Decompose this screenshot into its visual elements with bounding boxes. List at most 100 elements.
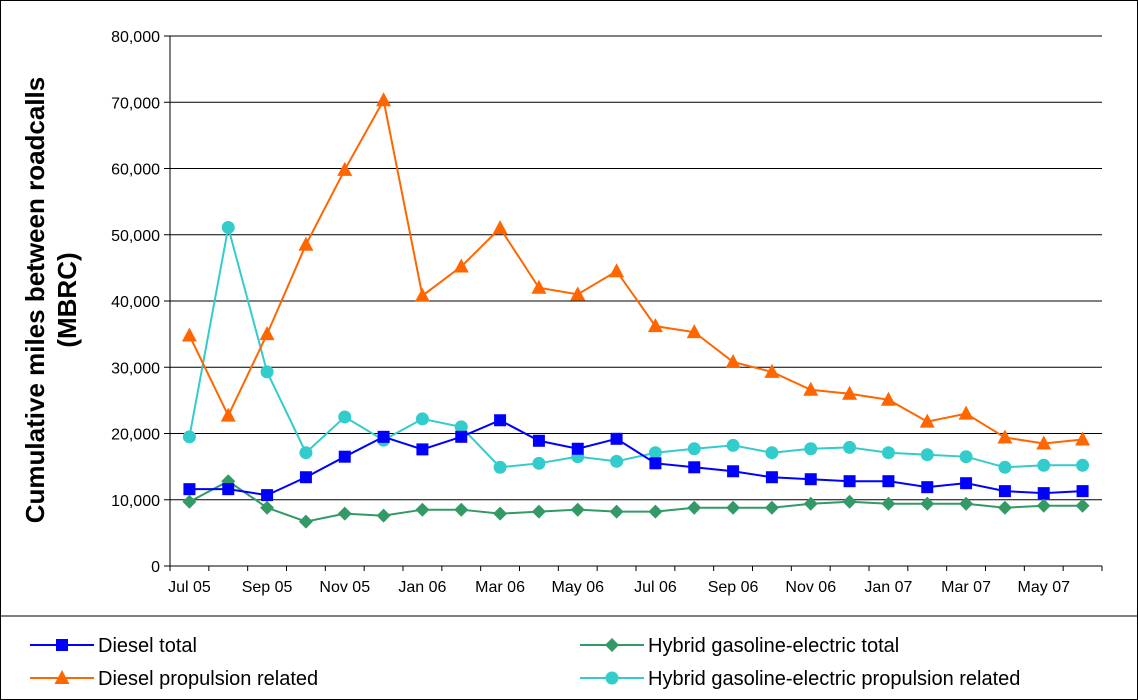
y-tick-label: 40,000	[111, 294, 160, 311]
data-point-triangle	[997, 429, 1013, 444]
data-point-diamond	[764, 500, 779, 515]
series-diesel-total	[183, 414, 1089, 502]
data-point-triangle	[1075, 431, 1091, 446]
legend-label: Diesel total	[98, 635, 197, 657]
y-tick-label: 50,000	[111, 228, 160, 245]
data-point-square	[688, 461, 701, 474]
data-point-square	[804, 473, 817, 486]
data-point-triangle	[609, 263, 625, 278]
data-point-square	[727, 465, 740, 478]
data-point-triangle	[181, 327, 197, 342]
legend-item: Hybrid gasoline-electric propulsion rela…	[580, 668, 1020, 690]
data-point-circle	[959, 450, 973, 464]
data-point-triangle	[414, 287, 430, 302]
legend-item: Diesel propulsion related	[30, 668, 318, 690]
data-point-square	[377, 430, 390, 443]
data-point-circle	[998, 460, 1012, 474]
data-point-square	[571, 442, 584, 455]
data-point-diamond	[803, 496, 818, 511]
data-point-diamond	[881, 496, 896, 511]
data-point-square	[532, 434, 545, 447]
data-point-square	[261, 489, 274, 502]
data-point-diamond	[298, 514, 313, 529]
data-point-diamond	[182, 494, 197, 509]
data-point-circle	[687, 442, 701, 456]
data-point-triangle	[220, 407, 236, 422]
data-point-circle	[648, 446, 662, 460]
series-hybrid-gasoline-electric-total	[182, 474, 1090, 529]
data-point-square	[921, 481, 934, 494]
data-point-diamond	[337, 506, 352, 521]
data-point-diamond	[920, 496, 935, 511]
data-point-square	[610, 432, 623, 445]
data-point-triangle	[54, 670, 70, 684]
y-axis-label-line-2: (MBRC)	[52, 252, 82, 347]
series-lines	[181, 92, 1091, 529]
data-point-triangle	[803, 381, 819, 396]
data-point-diamond	[260, 500, 275, 515]
data-point-circle	[1037, 458, 1051, 472]
data-point-diamond	[997, 500, 1012, 515]
data-point-diamond	[493, 506, 508, 521]
data-point-triangle	[919, 413, 935, 428]
data-point-circle	[260, 365, 274, 379]
data-point-diamond	[531, 504, 546, 519]
legend-label: Hybrid gasoline-electric propulsion rela…	[648, 668, 1020, 690]
data-point-diamond	[842, 494, 857, 509]
data-point-square	[1076, 485, 1089, 498]
data-point-diamond	[648, 504, 663, 519]
data-point-diamond	[609, 504, 624, 519]
data-point-diamond	[454, 502, 469, 517]
data-point-circle	[605, 671, 619, 685]
data-point-triangle	[1036, 435, 1052, 450]
y-tick-label: 10,000	[111, 493, 160, 510]
data-point-square	[183, 483, 196, 496]
data-point-triangle	[725, 353, 741, 368]
data-point-circle	[338, 410, 352, 424]
data-point-square	[1037, 487, 1050, 500]
data-point-diamond	[959, 496, 974, 511]
data-point-triangle	[842, 385, 858, 400]
data-point-triangle	[453, 258, 469, 273]
data-point-square	[843, 475, 856, 488]
y-tick-label: 20,000	[111, 427, 160, 444]
series-line	[189, 419, 1083, 497]
data-point-triangle	[647, 318, 663, 333]
data-point-triangle	[337, 161, 353, 176]
x-tick-label: Jan 06	[398, 579, 446, 596]
y-tick-label: 60,000	[111, 162, 160, 179]
data-point-square	[416, 443, 429, 456]
data-point-circle	[1076, 458, 1090, 472]
data-point-diamond	[1075, 498, 1090, 513]
data-point-square	[455, 430, 468, 443]
axes: 0 10,000 20,000 30,000 40,000 50,000 60,000 70,…	[111, 29, 1103, 596]
x-tick-label: Jul 05	[168, 579, 211, 596]
data-point-square	[960, 477, 973, 490]
data-point-diamond	[726, 500, 741, 515]
x-tick-label: May 07	[1018, 579, 1071, 596]
data-point-circle	[920, 448, 934, 462]
data-point-circle	[493, 460, 507, 474]
data-point-triangle	[880, 391, 896, 406]
data-point-triangle	[570, 286, 586, 301]
data-point-diamond	[570, 502, 585, 517]
data-point-circle	[881, 446, 895, 460]
data-point-diamond	[415, 502, 430, 517]
x-tick-label: Nov 05	[319, 579, 370, 596]
x-tick-label: Nov 06	[785, 579, 836, 596]
data-point-triangle	[686, 324, 702, 339]
y-tick-label: 70,000	[111, 95, 160, 112]
data-point-square	[56, 639, 68, 651]
data-point-square	[649, 457, 662, 470]
data-point-triangle	[531, 279, 547, 294]
data-point-circle	[765, 446, 779, 460]
data-point-square	[222, 483, 235, 496]
legend: Diesel total Hybrid gasoline-electric tot…	[1, 615, 1137, 690]
data-point-diamond	[687, 500, 702, 515]
data-point-circle	[532, 456, 546, 470]
x-tick-label: Sep 05	[242, 579, 293, 596]
y-tick-label: 80,000	[111, 29, 160, 46]
series-line	[188, 97, 1083, 445]
legend-item: Diesel total	[30, 635, 197, 657]
